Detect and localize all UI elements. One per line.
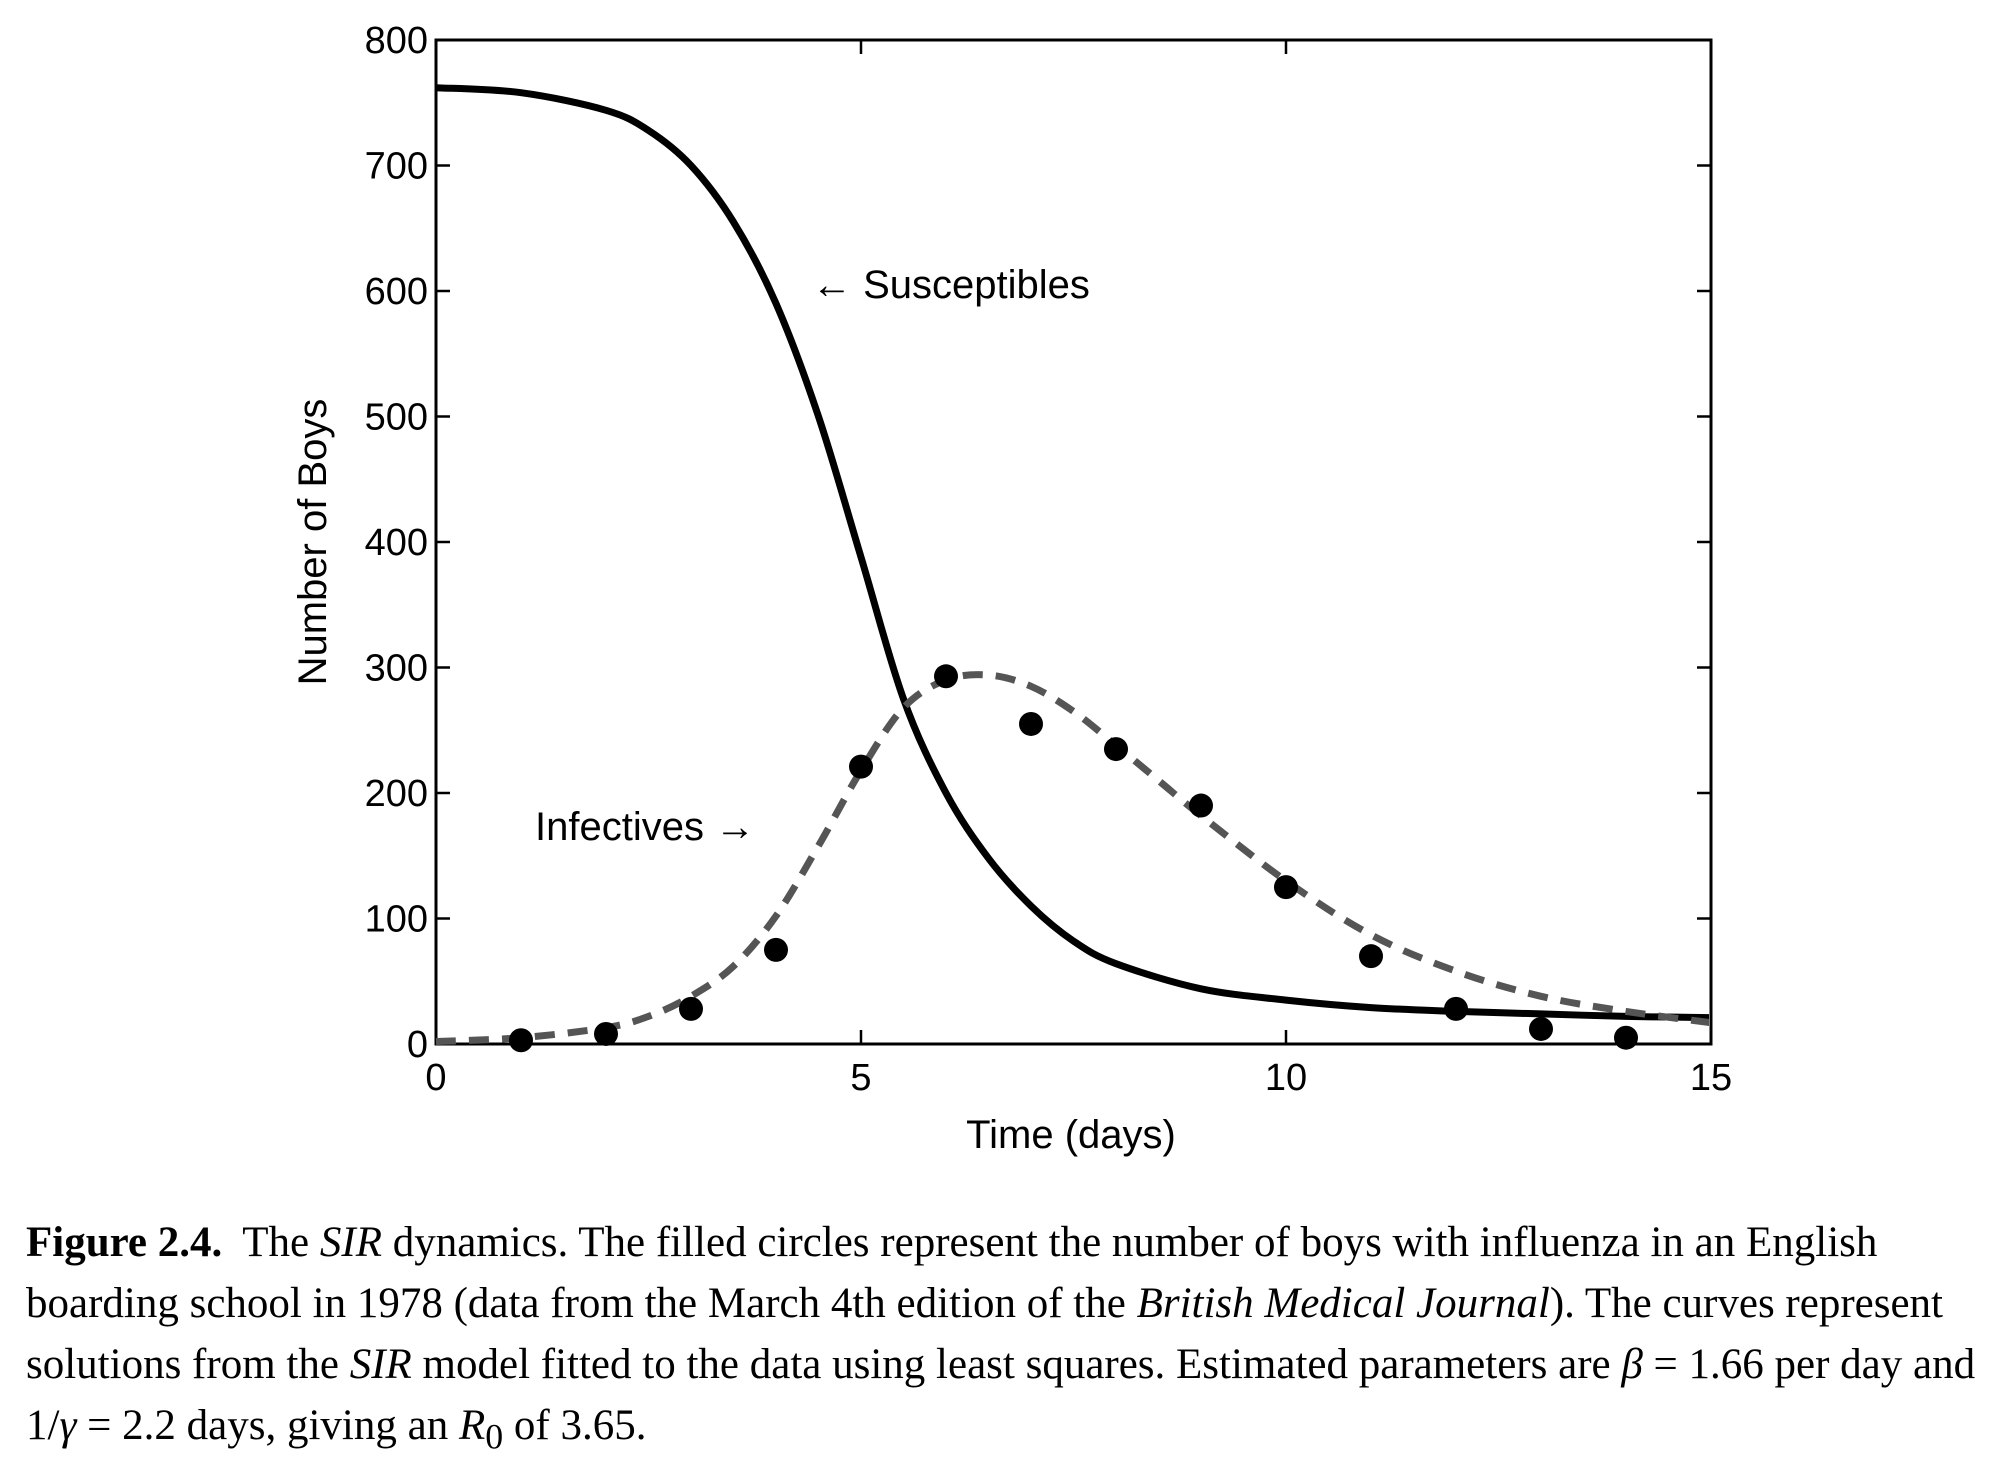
caption-text-4: model fitted to the data using least squ…	[422, 1341, 1611, 1388]
data-point	[1614, 1025, 1638, 1050]
caption-gamma: γ	[59, 1402, 77, 1449]
caption-sir-1: SIR	[319, 1219, 382, 1266]
y-axis-title: Number of Boys	[291, 399, 335, 686]
data-point	[1274, 875, 1298, 900]
data-point	[594, 1021, 618, 1046]
plot-frame	[434, 38, 1713, 1046]
y-tick-label: 300	[365, 648, 428, 690]
annotation-susceptibles: ← Susceptibles	[812, 263, 1090, 307]
data-point	[1359, 944, 1383, 969]
caption-beta: β	[1621, 1341, 1643, 1388]
series-curves	[435, 84, 1709, 1045]
caption-journal: British Medical Journal	[1136, 1280, 1550, 1327]
data-point	[1529, 1016, 1553, 1041]
figure-caption: Figure 2.4. The SIR dynamics. The filled…	[26, 1212, 2001, 1468]
sir-chart: 0 5 10 15 0 100 200 300 400 500 600 700 800 Time (da…	[291, 20, 1733, 1157]
figure-label: Figure 2.4.	[26, 1219, 223, 1266]
y-tick-label: 0	[407, 1024, 428, 1066]
y-tick-label: 400	[365, 522, 428, 564]
annotation-infectives: Infectives →	[535, 805, 755, 849]
y-tick-label: 600	[365, 271, 428, 313]
caption-text-1: The	[242, 1219, 310, 1266]
y-tick-label: 700	[365, 146, 428, 188]
data-point	[1444, 996, 1468, 1021]
axis-ticks: 0 5 10 15 0 100 200 300 400 500 600 700 800	[365, 20, 1733, 1099]
x-tick-label: 15	[1690, 1057, 1732, 1099]
series-line-infectives	[435, 671, 1709, 1045]
data-point	[1104, 737, 1128, 762]
x-axis-title: Time (days)	[966, 1113, 1176, 1157]
series-line-susceptibles	[435, 84, 1709, 1022]
data-points	[509, 664, 1638, 1053]
caption-text-2: dynamics. The filled circles represent t…	[26, 1219, 1878, 1327]
x-tick-label: 0	[425, 1057, 446, 1099]
x-tick-label: 10	[1265, 1057, 1307, 1099]
data-point	[764, 937, 788, 962]
data-point	[679, 996, 703, 1021]
y-tick-label: 800	[365, 20, 428, 62]
caption-text-3: ). The curves represent solutions from t…	[26, 1280, 1944, 1388]
data-point	[509, 1028, 533, 1053]
caption-text-7: of 3.65.	[513, 1402, 647, 1449]
y-tick-label: 100	[365, 899, 428, 941]
y-tick-label: 200	[365, 773, 428, 815]
y-tick-label: 500	[365, 397, 428, 439]
caption-text-6: = 2.2 days, giving an	[87, 1402, 449, 1449]
data-point	[1019, 711, 1043, 736]
data-point	[1189, 793, 1213, 818]
caption-text-5: = 1.66 per day and 1/	[26, 1341, 1976, 1449]
data-point	[849, 754, 873, 779]
caption-r0: R	[458, 1402, 486, 1449]
data-point	[934, 664, 958, 689]
caption-r0-subscript: 0	[485, 1416, 504, 1457]
caption-sir-2: SIR	[349, 1341, 412, 1388]
x-tick-label: 5	[850, 1057, 871, 1099]
